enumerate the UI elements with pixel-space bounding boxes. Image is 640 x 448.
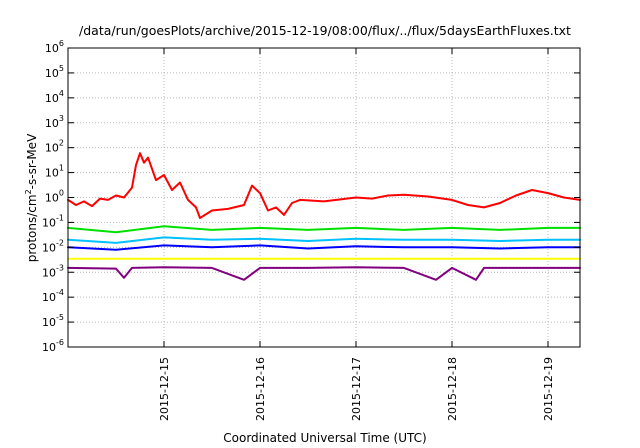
- series-group: [67, 152, 581, 281]
- series-line: [67, 236, 581, 244]
- y-axis-label-pre: protons/cm: [25, 194, 39, 262]
- y-tick-label: 10-4: [42, 288, 64, 304]
- y-tick-label: 106: [45, 39, 64, 55]
- y-axis-label: protons/cm2-s-sr-MeV: [24, 133, 39, 262]
- series-line: [67, 266, 581, 281]
- series-line: [67, 152, 581, 219]
- y-tick-label: 10-6: [42, 338, 64, 354]
- x-tick-label: 2015-12-19: [542, 357, 555, 421]
- x-axis-label: Coordinated Universal Time (UTC): [223, 431, 426, 445]
- x-tick-label: 2015-12-16: [254, 357, 267, 421]
- x-tick-label: 2015-12-17: [350, 357, 363, 421]
- y-tick-label: 102: [45, 139, 64, 155]
- chart-title: /data/run/goesPlots/archive/2015-12-19/0…: [79, 23, 571, 38]
- y-tick-label: 10-2: [42, 238, 64, 254]
- y-tick-label: 10-3: [42, 263, 64, 279]
- y-tick-label: 10-1: [42, 213, 64, 229]
- y-tick-label: 10-5: [42, 313, 64, 329]
- y-axis-ticks: 10-6 10-5 10-4 10-3 10-2 10-1 100 101 102 103 104 1…: [42, 39, 580, 354]
- x-tick-label: 2015-12-15: [158, 357, 171, 421]
- y-tick-label: 100: [45, 189, 64, 205]
- y-tick-label: 105: [45, 64, 64, 80]
- series-line: [67, 244, 581, 251]
- x-axis-ticks: 2015-12-15 2015-12-16 2015-12-17 2015-12-18…: [158, 48, 555, 421]
- x-tick-label: 2015-12-18: [446, 357, 459, 421]
- y-tick-label: 103: [45, 114, 64, 130]
- y-axis-label-sup: 2: [24, 189, 33, 194]
- series-line: [67, 225, 581, 234]
- grid: [68, 48, 580, 347]
- y-axis-label-post: -s-sr-MeV: [25, 133, 39, 189]
- y-tick-label: 104: [45, 89, 64, 105]
- y-tick-label: 101: [45, 164, 64, 180]
